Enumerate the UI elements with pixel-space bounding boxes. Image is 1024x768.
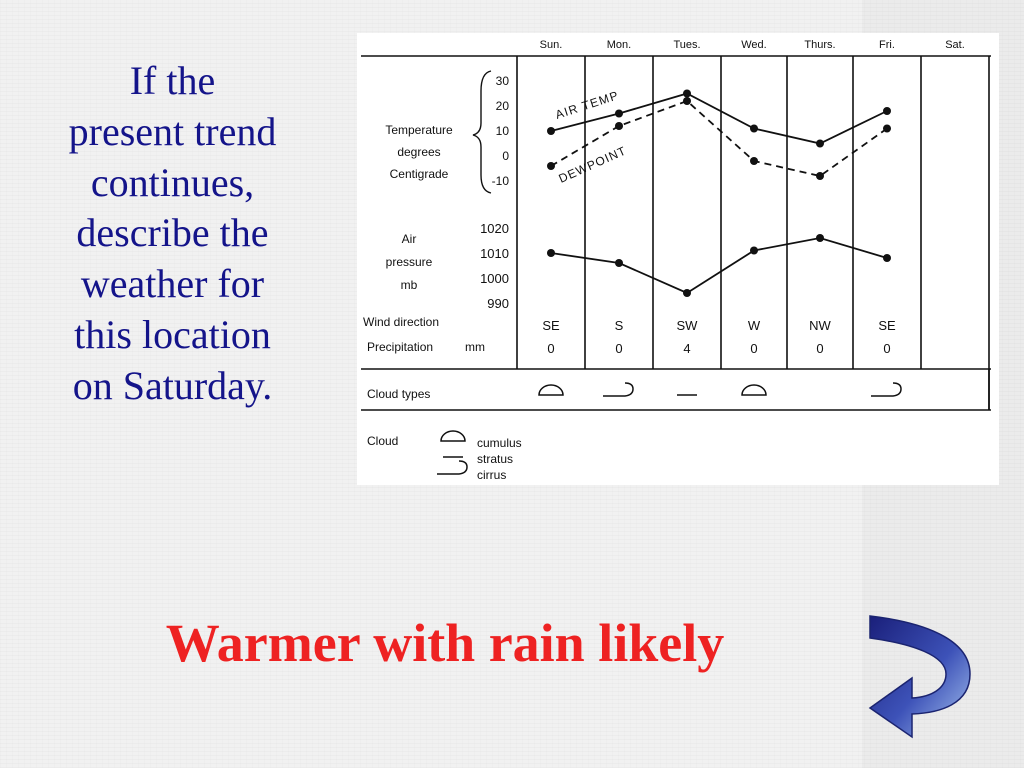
legend-label: cumulus bbox=[477, 436, 522, 450]
cloud-type-symbol bbox=[603, 382, 634, 397]
question-line: continues, bbox=[90, 159, 255, 205]
precipitation-value: 0 bbox=[615, 341, 622, 356]
precipitation-value: 0 bbox=[547, 341, 554, 356]
question-line: present trend bbox=[68, 108, 277, 154]
legend-symbol bbox=[437, 460, 468, 475]
cloud-type-symbol bbox=[538, 384, 564, 396]
air-temp-line bbox=[550, 92, 888, 145]
day-label: Mon. bbox=[607, 39, 631, 51]
pressure-line bbox=[550, 237, 888, 295]
temperature-tick-label: 30 bbox=[496, 74, 510, 88]
pressure-point bbox=[816, 234, 824, 242]
question-text: If the present trend continues, describe… bbox=[20, 56, 325, 412]
wind-direction-value: SE bbox=[878, 318, 896, 333]
pressure-tick-label: 1020 bbox=[480, 221, 509, 236]
air-temp-point bbox=[883, 107, 891, 115]
day-label: Wed. bbox=[741, 39, 766, 51]
precipitation-value: 0 bbox=[883, 341, 890, 356]
precipitation-label: Precipitation bbox=[367, 340, 433, 354]
pressure-axis-label: pressure bbox=[386, 255, 433, 269]
wind-direction-value: W bbox=[748, 318, 761, 333]
precipitation-unit: mm bbox=[465, 340, 485, 354]
dewpoint-point bbox=[683, 97, 691, 105]
temperature-axis-label: Centigrade bbox=[390, 167, 449, 181]
cloud-legend-title: Cloud bbox=[367, 434, 398, 448]
wind-direction-label: Wind direction bbox=[363, 315, 439, 329]
pressure-point bbox=[683, 289, 691, 297]
air-temp-point bbox=[547, 127, 555, 135]
day-label: Sun. bbox=[540, 39, 563, 51]
dewpoint-series-label: DEWPOINT bbox=[557, 143, 629, 185]
pressure-axis-label: mb bbox=[401, 278, 418, 292]
dewpoint-point bbox=[816, 172, 824, 180]
wind-direction-value: SE bbox=[542, 318, 560, 333]
dewpoint-point bbox=[750, 157, 758, 165]
pressure-point bbox=[883, 254, 891, 262]
temperature-axis-brace bbox=[472, 70, 492, 194]
cloud-types-label: Cloud types bbox=[367, 387, 430, 401]
dewpoint-line bbox=[550, 99, 888, 177]
dewpoint-point bbox=[615, 122, 623, 130]
cloud-type-symbol bbox=[871, 382, 902, 397]
air-temp-point bbox=[615, 109, 623, 118]
temperature-axis-label: degrees bbox=[397, 145, 440, 159]
question-line: describe the bbox=[76, 210, 269, 256]
dewpoint-point bbox=[547, 162, 555, 170]
temperature-tick-label: 0 bbox=[502, 149, 509, 163]
temperature-tick-label: -10 bbox=[492, 174, 510, 188]
day-label: Tues. bbox=[673, 39, 700, 51]
legend-symbol bbox=[440, 430, 466, 442]
day-label: Sat. bbox=[945, 39, 965, 51]
return-arrow-icon[interactable] bbox=[866, 612, 978, 742]
precipitation-value: 0 bbox=[816, 341, 823, 356]
legend-label: stratus bbox=[477, 452, 513, 466]
day-label: Fri. bbox=[879, 39, 895, 51]
air-temp-series-label: AIR TEMP bbox=[554, 88, 621, 122]
pressure-point bbox=[547, 249, 555, 257]
wind-direction-value: S bbox=[615, 318, 624, 333]
question-line: weather for bbox=[80, 261, 265, 307]
legend-label: cirrus bbox=[477, 468, 506, 482]
precipitation-value: 4 bbox=[683, 341, 690, 356]
pressure-tick-label: 1010 bbox=[480, 246, 509, 261]
air-temp-point bbox=[683, 89, 691, 98]
temperature-tick-label: 20 bbox=[496, 99, 510, 113]
temperature-tick-label: 10 bbox=[496, 124, 510, 138]
question-line: If the bbox=[129, 58, 216, 103]
pressure-axis-label: Air bbox=[402, 232, 417, 246]
weather-chart: Sun. Mon. Tues. Wed. Thurs. Fri. Sat. Temperatu… bbox=[357, 33, 999, 485]
wind-direction-value: NW bbox=[809, 318, 831, 333]
pressure-tick-label: 1000 bbox=[480, 271, 509, 286]
air-temp-point bbox=[816, 139, 824, 148]
weather-chart-svg: Sun. Mon. Tues. Wed. Thurs. Fri. Sat. Temperatu… bbox=[361, 39, 991, 482]
cloud-type-symbol bbox=[741, 384, 767, 396]
question-line: on Saturday. bbox=[72, 362, 273, 408]
question-line: this location bbox=[74, 311, 271, 357]
pressure-point bbox=[615, 259, 623, 267]
precipitation-value: 0 bbox=[750, 341, 757, 356]
air-temp-point bbox=[750, 124, 758, 133]
answer-text: Warmer with rain likely bbox=[165, 613, 725, 673]
pressure-tick-label: 990 bbox=[487, 296, 509, 311]
day-label: Thurs. bbox=[804, 39, 835, 51]
pressure-point bbox=[750, 246, 758, 255]
temperature-axis-label: Temperature bbox=[385, 123, 453, 137]
wind-direction-value: SW bbox=[677, 318, 699, 333]
dewpoint-point bbox=[883, 124, 891, 133]
